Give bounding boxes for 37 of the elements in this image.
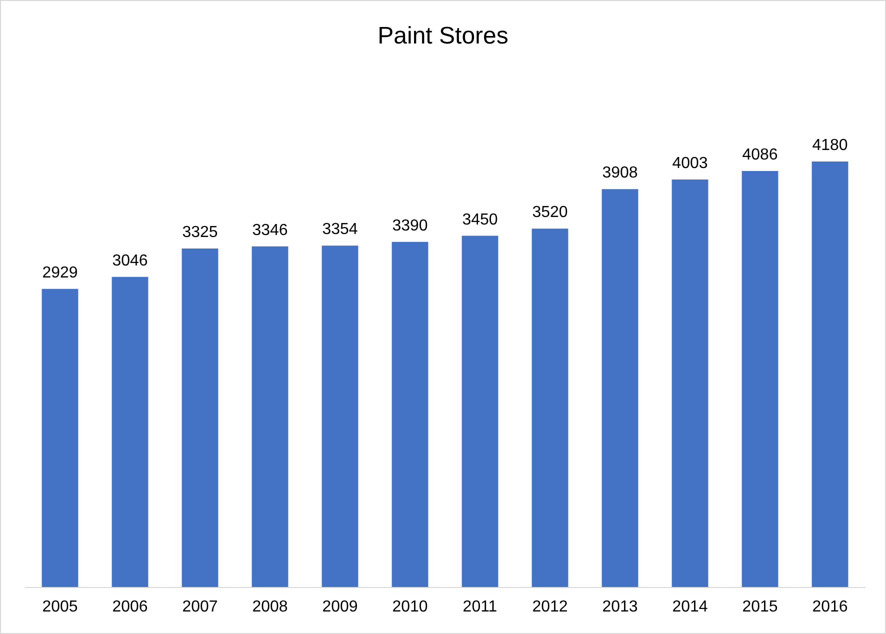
bar	[742, 171, 778, 587]
data-label: 4086	[742, 146, 778, 164]
bar	[462, 236, 498, 587]
data-label: 3450	[462, 211, 498, 228]
x-tick-label: 2005	[42, 598, 78, 616]
bar	[252, 246, 288, 587]
data-label: 3346	[252, 222, 288, 239]
data-label: 3520	[532, 204, 568, 222]
bar	[392, 242, 428, 587]
bar	[322, 246, 358, 587]
x-tick-label: 2008	[252, 598, 288, 616]
x-tick-label: 2014	[672, 598, 708, 616]
x-tick-label: 2010	[392, 598, 428, 616]
x-tick-label: 2009	[322, 598, 358, 616]
bar	[42, 288, 78, 587]
data-label: 3046	[112, 252, 148, 270]
bar	[182, 248, 218, 587]
data-label: 4180	[812, 136, 848, 154]
x-tick-label: 2006	[112, 598, 148, 616]
bar	[112, 276, 148, 587]
bar	[812, 161, 848, 587]
bar	[532, 228, 568, 587]
data-label: 3908	[602, 164, 638, 182]
x-tick-label: 2007	[182, 598, 218, 616]
bar	[672, 179, 708, 587]
x-tick-label: 2016	[812, 598, 848, 616]
x-tick-label: 2013	[602, 598, 638, 616]
data-label: 4003	[672, 154, 708, 172]
bar	[602, 189, 638, 587]
x-tick-label: 2012	[532, 598, 568, 616]
data-label: 2929	[42, 264, 78, 282]
chart-title: Paint Stores	[378, 22, 508, 50]
data-label: 3354	[322, 221, 358, 238]
data-label: 3390	[392, 217, 428, 234]
x-tick-label: 2015	[742, 598, 778, 616]
data-label: 3325	[182, 224, 218, 242]
x-tick-label: 2011	[462, 598, 498, 616]
